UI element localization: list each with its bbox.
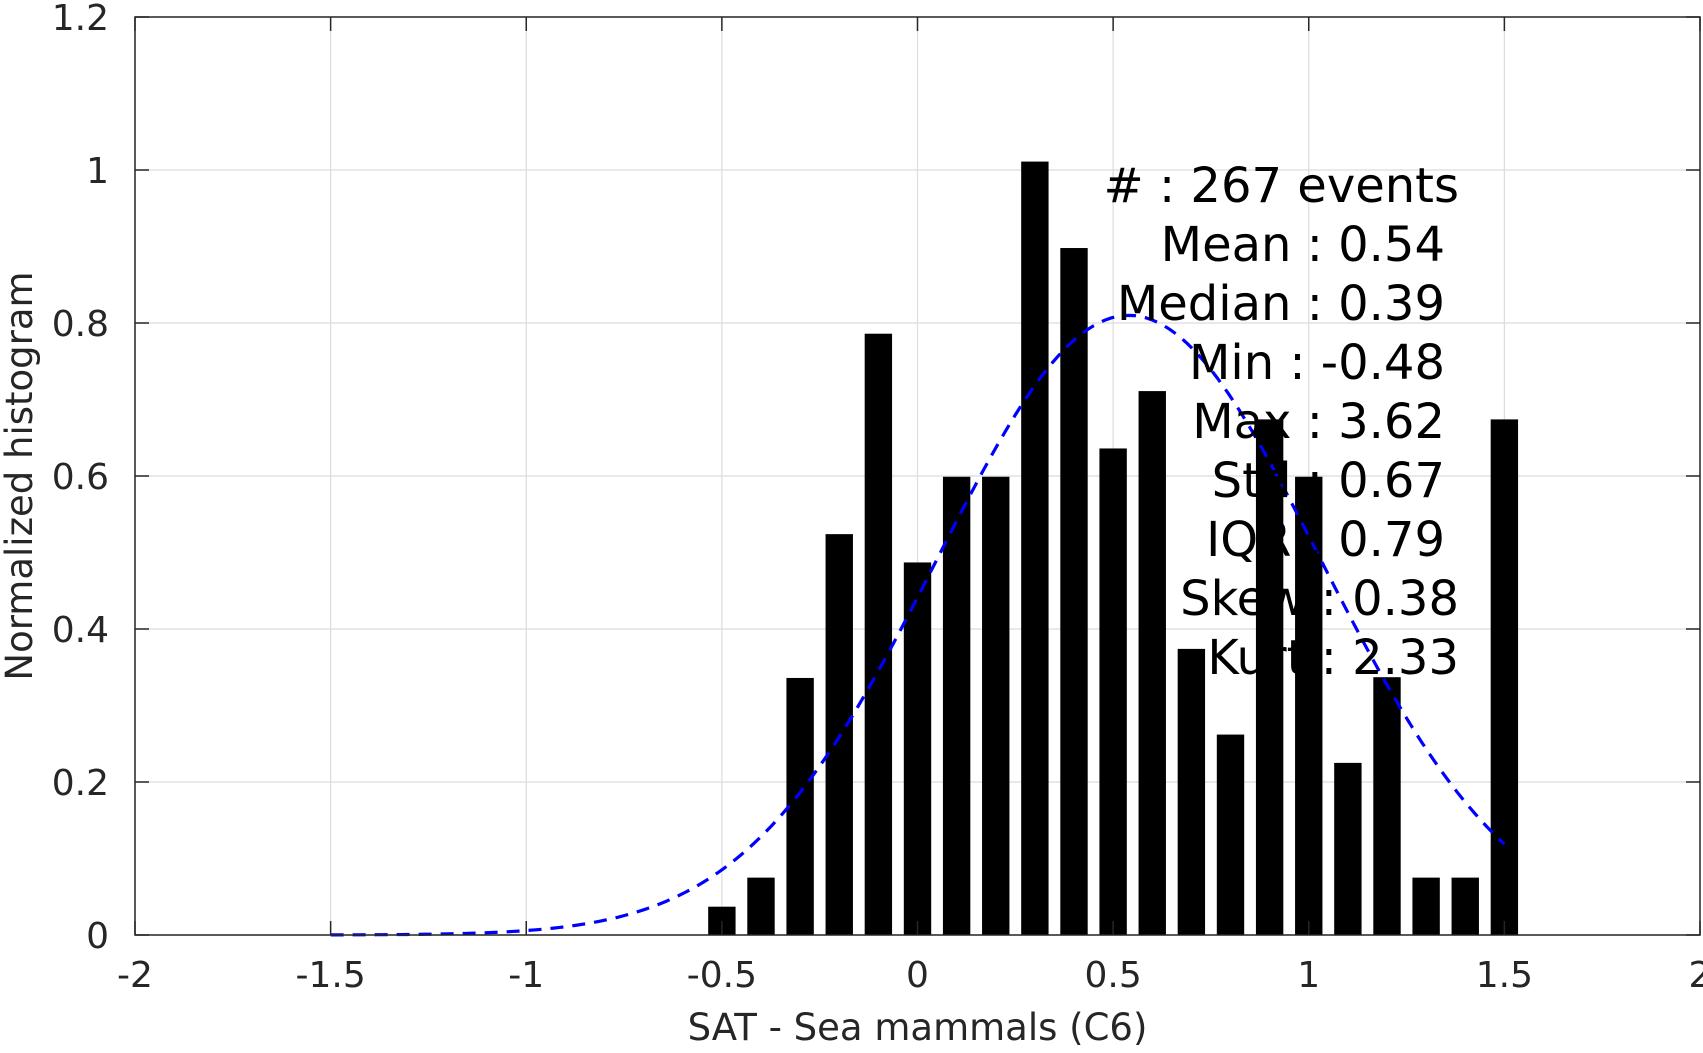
stat-line: Median : 0.39 xyxy=(1117,276,1445,332)
x-tick-labels: -2 -1.5 -1 -0.5 0 0.5 1 1.5 2 xyxy=(117,955,1703,996)
stat-line: Std : 0.67 xyxy=(1212,453,1445,509)
histogram-bar xyxy=(864,333,893,936)
y-tick-label: 0 xyxy=(86,916,109,957)
x-tick-label: -1.5 xyxy=(296,955,366,996)
stat-line: Skew : 0.38 xyxy=(1180,571,1459,627)
histogram-bar xyxy=(1177,648,1206,935)
histogram-bar xyxy=(1334,762,1362,935)
histogram-bar xyxy=(786,677,814,935)
stat-line: # : 267 events xyxy=(1104,158,1460,214)
x-tick-label: -1 xyxy=(508,955,544,996)
stat-line: IQR : 0.79 xyxy=(1206,512,1445,568)
x-tick-label: 0.5 xyxy=(1084,955,1141,996)
axis-ticks xyxy=(134,16,1701,936)
histogram-bar xyxy=(982,476,1010,935)
stat-line: Kurt : 2.33 xyxy=(1207,630,1459,686)
x-tick-label: 1.5 xyxy=(1476,955,1533,996)
x-tick-label: -2 xyxy=(117,955,153,996)
histogram-bar xyxy=(1451,877,1479,935)
histogram-bar xyxy=(1021,161,1049,935)
y-tick-label: 0.4 xyxy=(52,610,109,651)
x-tick-label: 1 xyxy=(1297,955,1320,996)
histogram-bar xyxy=(1412,877,1440,935)
histogram-bar xyxy=(903,562,932,935)
y-tick-label: 0.2 xyxy=(52,763,109,804)
histogram-bar xyxy=(1373,677,1401,935)
histogram-bar xyxy=(1060,248,1088,935)
x-tick-label: 2 xyxy=(1689,955,1703,996)
y-tick-label: 1 xyxy=(86,151,109,192)
histogram-bar xyxy=(1216,734,1245,935)
x-tick-label: 0 xyxy=(906,955,929,996)
x-tick-label: -0.5 xyxy=(687,955,757,996)
histogram-bar xyxy=(1099,448,1127,935)
histogram-bar xyxy=(1490,419,1519,935)
histogram-bar xyxy=(747,877,775,935)
y-tick-label: 0.8 xyxy=(52,304,109,345)
histogram-bar xyxy=(942,476,971,935)
histogram-bar xyxy=(1138,391,1166,936)
histogram-bars xyxy=(708,161,1519,936)
y-tick-label: 0.6 xyxy=(52,457,109,498)
histogram-bar xyxy=(1255,419,1284,935)
y-axis-label: Normalized histogram xyxy=(0,271,41,680)
stat-line: Max : 3.62 xyxy=(1192,394,1445,450)
x-axis-label: SAT - Sea mammals (C6) xyxy=(688,1006,1148,1049)
stat-line: Min : -0.48 xyxy=(1189,335,1445,391)
y-tick-label: 1.2 xyxy=(52,0,109,39)
stat-line: Mean : 0.54 xyxy=(1161,217,1445,273)
y-tick-labels: 0 0.2 0.4 0.6 0.8 1 1.2 xyxy=(52,0,109,957)
